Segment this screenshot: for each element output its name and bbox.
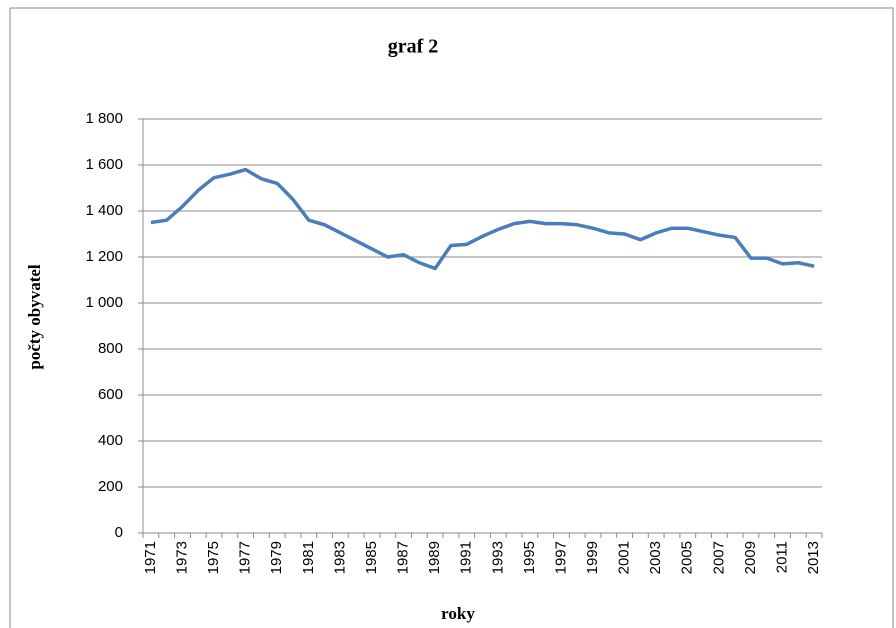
y-tick-label: 600 <box>98 386 123 403</box>
x-tick-label: 1995 <box>521 541 538 574</box>
x-tick-label: 1971 <box>142 541 159 574</box>
x-tick-label: 1977 <box>237 541 254 574</box>
x-tick-label: 1973 <box>173 541 190 574</box>
x-tick-label: 1975 <box>205 541 222 574</box>
x-tick-label: 1987 <box>395 541 412 574</box>
y-tick-label: 1 600 <box>85 156 123 173</box>
x-tick-label: 2003 <box>647 541 664 574</box>
x-tick-label: 1989 <box>426 541 443 574</box>
chart-title: graf 2 <box>388 36 439 58</box>
x-tick-label: 2001 <box>616 541 633 574</box>
x-tick-label: 1979 <box>268 541 285 574</box>
x-tick-label: 1999 <box>584 541 601 574</box>
y-tick-label: 1 200 <box>85 248 123 265</box>
x-tick-label: 1993 <box>489 541 506 574</box>
x-tick-label: 1997 <box>552 541 569 574</box>
x-tick-label: 2011 <box>773 541 790 573</box>
x-axis-label: roky <box>441 604 475 623</box>
x-tick-label: 1991 <box>458 541 475 574</box>
y-tick-label: 1 400 <box>85 202 123 219</box>
line <box>150 167 815 271</box>
y-axis-label: počty obyvatel <box>25 264 44 370</box>
y-tick-label: 1 000 <box>85 294 123 311</box>
x-tick-label: 2009 <box>742 541 759 574</box>
x-tick-label: 2013 <box>805 541 822 574</box>
y-tick-label: 400 <box>98 432 123 449</box>
y-tick-label: 200 <box>98 478 123 495</box>
frame <box>9 7 894 628</box>
y-tick-label: 800 <box>98 340 123 357</box>
y-tick-label: 0 <box>115 524 123 541</box>
x-tick-label: 1983 <box>331 541 348 574</box>
y-tick-label: 1 800 <box>85 110 123 127</box>
x-tick-label: 1985 <box>363 541 380 574</box>
x-tick-label: 1981 <box>300 541 317 574</box>
x-tick-label: 2007 <box>710 541 727 574</box>
x-tick-label: 2005 <box>679 541 696 574</box>
